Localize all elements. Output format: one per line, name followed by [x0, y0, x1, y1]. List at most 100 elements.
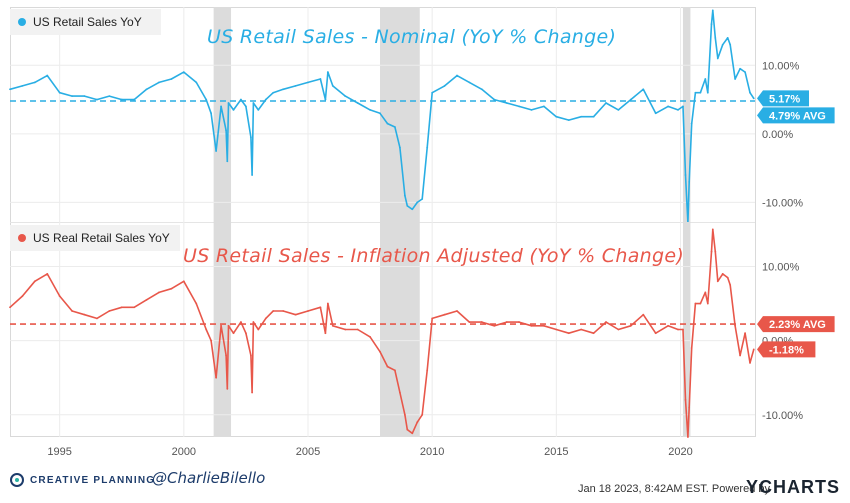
top-last-value-badge — [757, 90, 809, 107]
bottom-data-point — [752, 348, 755, 351]
top-data-point — [426, 146, 429, 149]
bottom-last-value-label: -1.18% — [769, 344, 804, 356]
top-y-tick-label: 10.00% — [762, 60, 800, 72]
bottom-data-point — [58, 295, 61, 298]
bottom-data-point — [480, 321, 483, 323]
bottom-legend[interactable]: US Real Retail Sales YoY — [10, 225, 180, 251]
bottom-data-point — [398, 391, 401, 394]
bottom-data-point — [282, 310, 285, 312]
top-data-point — [120, 98, 123, 101]
author-handle[interactable]: @CharlieBilello — [152, 469, 266, 487]
top-data-point — [225, 129, 227, 132]
bottom-data-point — [699, 302, 702, 305]
top-data-point — [493, 98, 496, 101]
bottom-data-point — [215, 376, 218, 379]
bottom-data-point — [739, 354, 741, 357]
top-data-point — [739, 67, 741, 70]
bottom-y-tick-label: -10.00% — [762, 410, 803, 422]
top-data-point — [220, 105, 222, 108]
bottom-data-point — [617, 328, 620, 331]
top-data-point — [406, 204, 409, 207]
bottom-data-point — [227, 324, 230, 327]
top-data-point — [326, 71, 329, 74]
bottom-data-point — [272, 310, 275, 312]
bottom-data-point — [642, 313, 645, 316]
bottom-data-point — [21, 295, 24, 298]
top-legend[interactable]: US Retail Sales YoY — [10, 9, 161, 35]
top-data-point — [605, 102, 607, 104]
top-data-point — [307, 81, 309, 84]
top-data-point — [158, 81, 160, 84]
bottom-data-point — [71, 310, 73, 312]
bottom-data-point — [421, 413, 424, 416]
bottom-data-point — [220, 324, 222, 327]
bottom-data-point — [33, 280, 36, 283]
bottom-data-point — [182, 280, 185, 283]
bottom-data-point — [443, 313, 446, 316]
top-data-point — [734, 78, 737, 80]
bottom-recession-band — [380, 222, 420, 437]
top-data-point — [752, 97, 755, 100]
bottom-data-point — [592, 332, 595, 335]
bottom-data-point — [411, 432, 414, 435]
top-data-point — [282, 88, 285, 91]
x-tick-label: 2005 — [296, 446, 320, 458]
bottom-data-point — [714, 250, 717, 253]
bottom-average-label: 2.23% AVG — [769, 319, 826, 331]
bottom-data-point — [687, 436, 689, 438]
top-data-point — [21, 84, 24, 87]
ycharts-logo[interactable]: YCHARTS — [746, 477, 841, 497]
brand-logo[interactable]: CREATIVE PLANNING — [10, 473, 155, 487]
bottom-data-point — [240, 321, 242, 323]
top-data-point — [108, 95, 111, 98]
bottom-data-point — [331, 324, 334, 327]
bottom-y-tick-label: 10.00% — [762, 261, 800, 273]
bottom-data-point — [379, 350, 381, 353]
bottom-data-point — [677, 328, 679, 331]
top-data-point — [195, 81, 198, 84]
bottom-data-point — [96, 317, 98, 320]
bottom-data-point — [251, 391, 254, 394]
bottom-data-point — [249, 354, 252, 357]
top-data-point — [58, 91, 61, 94]
bottom-data-point — [505, 321, 508, 323]
top-recession-band — [682, 7, 691, 223]
top-data-point — [403, 194, 406, 197]
bottom-data-point — [734, 324, 737, 327]
bottom-data-point — [252, 321, 255, 323]
bottom-data-point — [729, 284, 732, 286]
top-data-point — [145, 88, 148, 91]
top-data-point — [642, 88, 645, 91]
top-data-point — [251, 174, 254, 176]
top-data-point — [456, 74, 458, 77]
bottom-data-point — [356, 328, 359, 331]
top-data-point — [227, 102, 230, 104]
top-y-tick-label: -10.00% — [762, 197, 803, 209]
top-data-point — [518, 105, 520, 108]
top-data-point — [324, 98, 327, 101]
top-data-point — [654, 112, 657, 115]
bottom-data-point — [567, 332, 570, 335]
top-data-point — [744, 71, 746, 74]
bottom-data-point — [543, 324, 545, 327]
top-data-point — [331, 84, 334, 87]
bottom-data-point — [690, 347, 693, 349]
top-data-point — [205, 98, 208, 101]
bottom-data-point — [264, 317, 267, 320]
bottom-data-point — [431, 317, 434, 320]
top-average-badge — [757, 107, 835, 124]
top-data-point — [710, 23, 713, 26]
top-data-point — [688, 180, 691, 183]
top-data-point — [379, 112, 381, 115]
top-data-point — [431, 91, 434, 94]
top-data-point — [690, 122, 693, 125]
bottom-data-point — [319, 306, 322, 309]
bottom-data-point — [386, 365, 389, 368]
bottom-data-point — [170, 287, 173, 290]
bottom-data-point — [605, 321, 607, 323]
top-data-point — [721, 43, 724, 46]
bottom-data-point — [403, 413, 406, 416]
bottom-data-point — [416, 421, 419, 424]
top-data-point — [272, 91, 275, 94]
